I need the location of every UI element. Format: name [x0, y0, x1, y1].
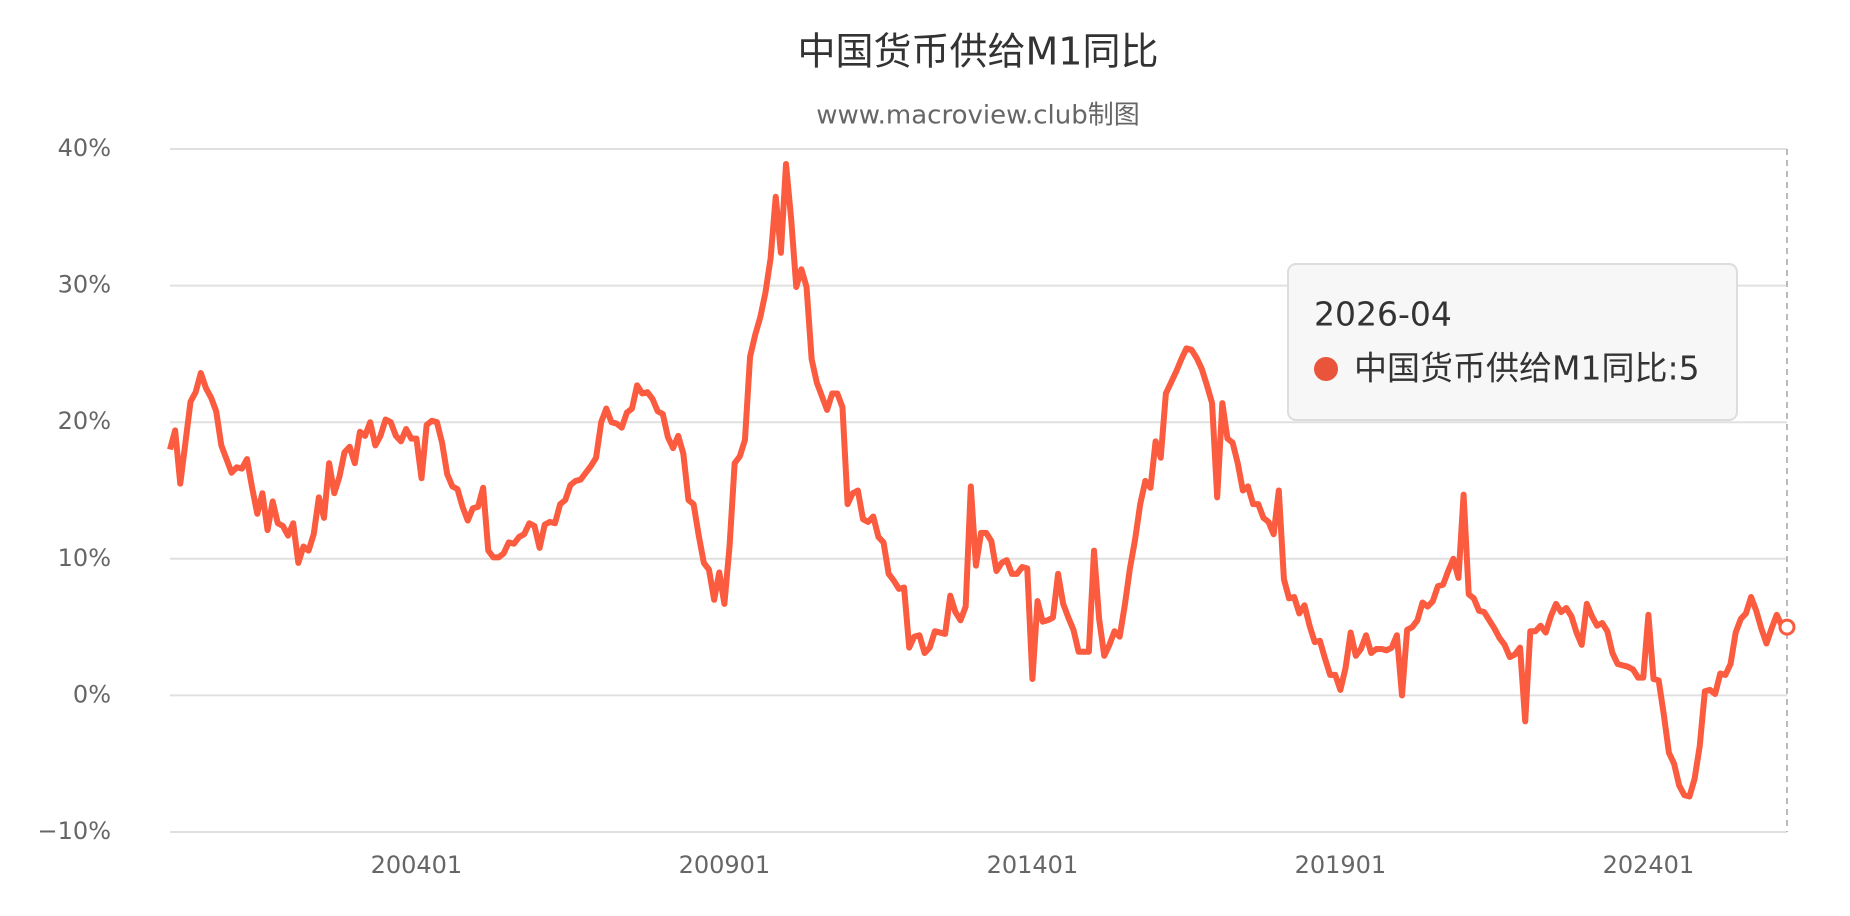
- tooltip-marker: [1314, 357, 1338, 381]
- y-tick-label: 0%: [73, 680, 111, 708]
- point-marker: [1778, 618, 1796, 636]
- tooltip-date: 2026-04: [1314, 295, 1452, 334]
- plot: [167, 161, 1796, 800]
- x-tick-label: 200401: [371, 851, 463, 879]
- tooltip: 2026-04 中国货币供给M1同比:5: [1287, 263, 1738, 421]
- chart-title: 中国货币供给M1同比: [798, 30, 1159, 74]
- grid: −10% 0% 10% 20% 30% 40% 200401 200901 201401 2019…: [38, 134, 1788, 879]
- y-tick-label: 20%: [58, 407, 111, 435]
- y-tick-label: 10%: [58, 544, 111, 572]
- x-tick-label: 201901: [1295, 851, 1387, 879]
- chart-subtitle: www.macroview.club制图: [816, 101, 1140, 131]
- x-tick-label: 202401: [1603, 851, 1695, 879]
- y-tick-label: −10%: [38, 817, 111, 845]
- tooltip-box: [1287, 263, 1738, 421]
- series-line: [167, 161, 1788, 800]
- x-tick-label: 200901: [679, 851, 771, 879]
- x-tick-label: 201401: [987, 851, 1079, 879]
- y-tick-label: 40%: [58, 134, 111, 162]
- y-tick-label: 30%: [58, 271, 111, 299]
- tooltip-label: 中国货币供给M1同比:5: [1354, 349, 1700, 388]
